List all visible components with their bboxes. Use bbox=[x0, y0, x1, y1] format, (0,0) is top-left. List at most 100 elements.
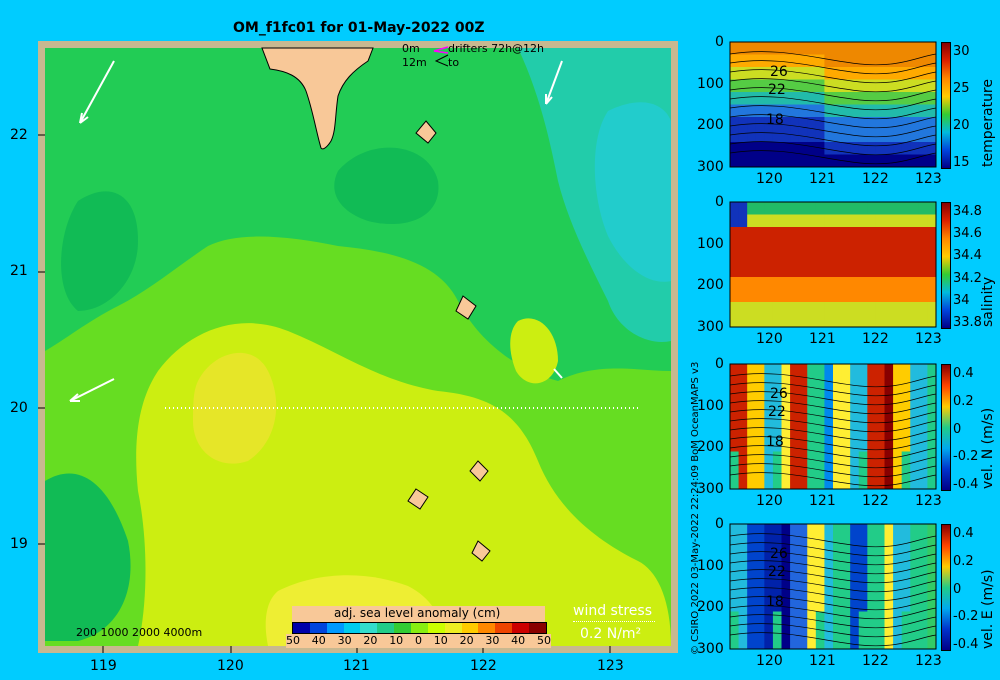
section-cell bbox=[867, 79, 877, 93]
section-cell bbox=[764, 426, 774, 440]
section-cell bbox=[807, 451, 817, 465]
section-cell bbox=[884, 154, 894, 168]
salinity-section-plot[interactable] bbox=[729, 201, 937, 328]
section-cell bbox=[867, 376, 877, 390]
section-cell bbox=[867, 54, 877, 68]
isotherm-contour bbox=[729, 60, 937, 75]
section-cell bbox=[918, 451, 928, 465]
section-cell bbox=[833, 314, 843, 328]
section-cell bbox=[807, 574, 817, 587]
section-cell bbox=[884, 202, 894, 215]
section-cell bbox=[893, 636, 903, 650]
island-1[interactable] bbox=[415, 120, 437, 144]
section-cell bbox=[927, 227, 937, 240]
section-cell bbox=[781, 252, 791, 265]
section-cell bbox=[790, 389, 800, 402]
section-cell bbox=[910, 289, 920, 303]
section-cell bbox=[901, 636, 911, 650]
section-cell bbox=[790, 364, 800, 377]
section-cell bbox=[927, 142, 937, 155]
ssla-colorbar-label-box bbox=[292, 606, 545, 622]
section-cell bbox=[798, 117, 808, 130]
section-cell bbox=[798, 302, 808, 315]
section-cell bbox=[841, 214, 851, 228]
main-map[interactable] bbox=[38, 41, 678, 653]
ssla-colorbar-tick: 20 bbox=[363, 634, 378, 647]
section-cell bbox=[824, 104, 834, 118]
section-cell bbox=[867, 586, 877, 600]
section-cell bbox=[918, 154, 928, 168]
temperature-section-plot[interactable] bbox=[729, 41, 937, 168]
section-cell bbox=[772, 239, 782, 253]
isotherm-contour bbox=[729, 569, 937, 584]
section-cell bbox=[790, 414, 800, 427]
section-cell bbox=[875, 414, 885, 427]
section-cell bbox=[841, 42, 851, 55]
section-cell bbox=[875, 214, 885, 228]
section-cell bbox=[893, 364, 903, 377]
section-cell bbox=[858, 214, 868, 228]
section-cell bbox=[867, 524, 877, 537]
section-cell bbox=[798, 314, 808, 328]
section-cell bbox=[850, 549, 860, 562]
section-cell bbox=[850, 104, 860, 118]
section-cell bbox=[798, 227, 808, 240]
section-cell bbox=[738, 524, 748, 537]
island-5[interactable] bbox=[471, 540, 491, 562]
section-cell bbox=[790, 79, 800, 93]
section-cell bbox=[807, 549, 817, 562]
salinity-y-tick: 100 bbox=[697, 235, 724, 252]
section-cell bbox=[918, 536, 928, 550]
section-cell bbox=[738, 586, 748, 600]
section-cell bbox=[867, 289, 877, 303]
section-cell bbox=[833, 289, 843, 303]
section-cell bbox=[815, 54, 825, 68]
contour-label: 22 bbox=[768, 564, 786, 580]
section-cell bbox=[755, 252, 765, 265]
section-cell bbox=[884, 426, 894, 440]
ssla-colorbar-swatch bbox=[461, 623, 479, 633]
section-cell bbox=[790, 586, 800, 600]
vel-n-section-plot[interactable] bbox=[729, 363, 937, 490]
section-cell bbox=[824, 376, 834, 390]
vel-e-section-plot[interactable] bbox=[729, 523, 937, 650]
section-cell bbox=[798, 277, 808, 290]
section-cell bbox=[833, 464, 843, 477]
section-cell bbox=[790, 104, 800, 118]
section-cell bbox=[858, 574, 868, 587]
section-cell bbox=[790, 202, 800, 215]
section-cell bbox=[927, 104, 937, 118]
section-cell bbox=[764, 561, 774, 575]
section-cell bbox=[918, 227, 928, 240]
section-cell bbox=[730, 451, 740, 465]
salinity-x-tick: 120 bbox=[756, 331, 783, 347]
section-cell bbox=[815, 561, 825, 575]
isotherm-contour bbox=[729, 141, 937, 156]
section-cell bbox=[755, 426, 765, 440]
land-mass-north[interactable] bbox=[261, 47, 374, 150]
section-cell bbox=[738, 239, 748, 253]
section-cell bbox=[798, 524, 808, 537]
section-cell bbox=[730, 314, 740, 328]
island-3[interactable] bbox=[469, 460, 489, 482]
section-cell bbox=[893, 142, 903, 155]
temperature-x-tick: 121 bbox=[809, 171, 836, 187]
section-cell bbox=[755, 289, 765, 303]
section-cell bbox=[841, 202, 851, 215]
section-cell bbox=[833, 389, 843, 402]
section-cell bbox=[867, 401, 877, 415]
section-cell bbox=[850, 67, 860, 80]
island-4[interactable] bbox=[407, 488, 429, 510]
section-cell bbox=[815, 202, 825, 215]
section-cell bbox=[730, 586, 740, 600]
section-cell bbox=[901, 54, 911, 68]
section-cell bbox=[738, 389, 748, 402]
section-cell bbox=[815, 549, 825, 562]
section-cell bbox=[918, 239, 928, 253]
section-cell bbox=[910, 426, 920, 440]
section-cell bbox=[927, 536, 937, 550]
island-2[interactable] bbox=[455, 295, 477, 320]
section-cell bbox=[875, 636, 885, 650]
section-cell bbox=[807, 227, 817, 240]
section-cell bbox=[841, 376, 851, 390]
